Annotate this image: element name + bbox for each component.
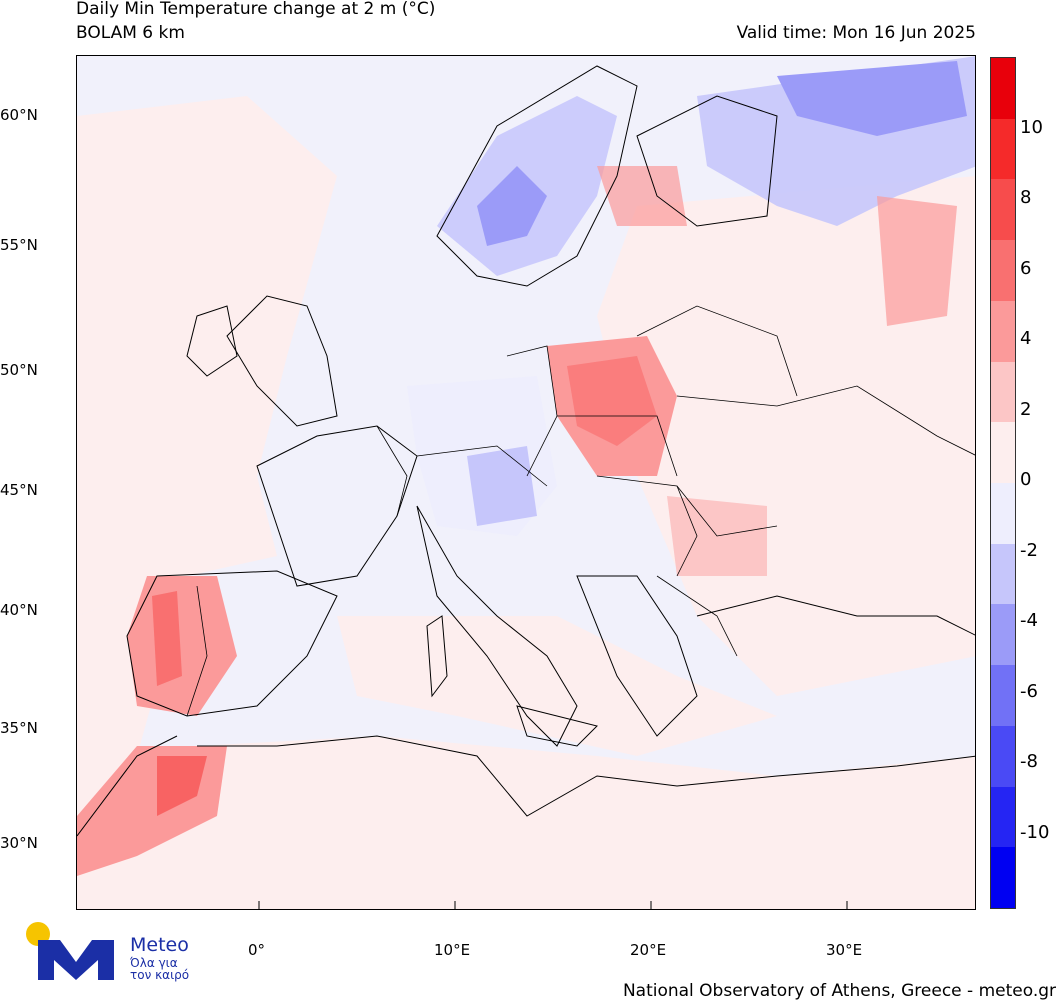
lon-label-30e: 30°E bbox=[826, 941, 863, 959]
lat-label-55n: 55°N bbox=[0, 236, 38, 254]
colorbar-segment bbox=[991, 483, 1015, 545]
colorbar-label: 4 bbox=[1020, 328, 1032, 349]
lon-label-10e: 10°E bbox=[434, 941, 471, 959]
colorbar-label: 0 bbox=[1020, 469, 1032, 490]
colorbar-segment bbox=[991, 665, 1015, 727]
colorbar-label: 6 bbox=[1020, 257, 1032, 279]
colorbar-segment bbox=[991, 847, 1015, 909]
logo-name: Meteo bbox=[130, 934, 189, 956]
colorbar-segment bbox=[991, 543, 1015, 605]
footer-credit: National Observatory of Athens, Greece -… bbox=[622, 981, 1056, 1001]
colorbar-label: -8 bbox=[1020, 751, 1038, 772]
map-title: Daily Min Temperature change at 2 m (°C) bbox=[76, 0, 436, 19]
colorbar-segment bbox=[991, 786, 1015, 848]
lat-label-30n: 30°N bbox=[0, 834, 38, 852]
lon-label-0: 0° bbox=[248, 941, 266, 959]
meteo-logo bbox=[26, 922, 114, 980]
logo-tagline-2: τον καιρό bbox=[130, 968, 190, 982]
lat-label-35n: 35°N bbox=[0, 719, 38, 737]
lat-label-45n: 45°N bbox=[0, 481, 38, 499]
colorbar-label: -10 bbox=[1020, 821, 1050, 843]
valid-time: Valid time: Mon 16 Jun 2025 bbox=[736, 23, 976, 43]
colorbar-segment bbox=[991, 240, 1015, 302]
colorbar-label: 2 bbox=[1020, 398, 1032, 420]
model-label: BOLAM 6 km bbox=[76, 23, 185, 43]
colorbar-label: -2 bbox=[1020, 539, 1038, 561]
colorbar-label: -6 bbox=[1020, 680, 1038, 702]
colorbar-segment bbox=[991, 118, 1015, 180]
temperature-change-map bbox=[76, 55, 976, 910]
colorbar-segment bbox=[991, 361, 1015, 423]
lat-label-40n: 40°N bbox=[0, 601, 38, 619]
logo-tagline-1: Όλα για bbox=[130, 956, 178, 970]
colorbar-segment bbox=[991, 58, 1015, 120]
colorbar-segment bbox=[991, 179, 1015, 241]
lat-label-50n: 50°N bbox=[0, 361, 38, 379]
colorbar-segment bbox=[991, 300, 1015, 363]
colorbar-label: 10 bbox=[1020, 116, 1043, 138]
logo-tagline: Όλα για τον καιρό bbox=[130, 957, 189, 981]
colorbar-label: -4 bbox=[1020, 610, 1038, 631]
colorbar-segment bbox=[991, 422, 1015, 484]
lat-label-60n: 60°N bbox=[0, 106, 38, 124]
colorbar-segment bbox=[991, 725, 1015, 788]
colorbar bbox=[990, 57, 1016, 909]
lon-label-20e: 20°E bbox=[630, 941, 667, 959]
colorbar-label: 8 bbox=[1020, 187, 1032, 208]
colorbar-segment bbox=[991, 604, 1015, 666]
map-canvas bbox=[77, 56, 975, 909]
